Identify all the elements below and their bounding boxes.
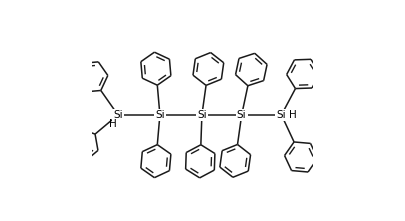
Text: Si: Si bbox=[113, 110, 122, 120]
Text: H: H bbox=[109, 119, 116, 129]
Text: Si: Si bbox=[196, 110, 206, 120]
Text: Si: Si bbox=[236, 110, 246, 120]
Text: H: H bbox=[288, 110, 296, 120]
Text: Si: Si bbox=[155, 110, 164, 120]
Text: Si: Si bbox=[276, 110, 286, 120]
